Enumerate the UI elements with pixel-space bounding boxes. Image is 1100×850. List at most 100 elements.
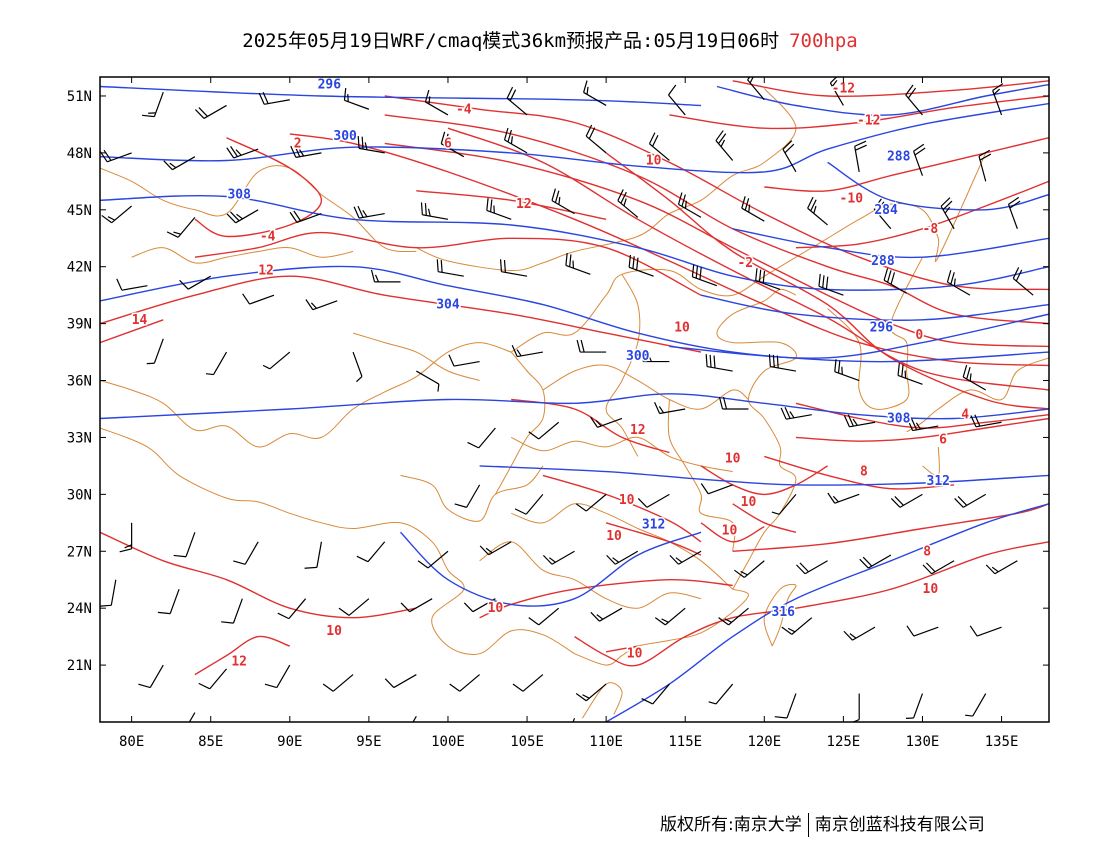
geopotential-contour-label: 312 bbox=[642, 518, 665, 533]
temperature-contour-24 bbox=[764, 455, 955, 490]
border-line-9 bbox=[479, 541, 702, 609]
temperature-contour-label: 6 bbox=[939, 432, 947, 447]
temperature-contour-label: 0 bbox=[915, 328, 923, 343]
wind-barb bbox=[718, 607, 749, 626]
temperature-contour-22 bbox=[574, 541, 1049, 667]
geopotential-contour-11 bbox=[700, 294, 1049, 321]
wind-barb bbox=[264, 664, 291, 689]
plot-frame bbox=[99, 76, 1050, 723]
wind-barb bbox=[514, 493, 544, 515]
wind-barb bbox=[400, 598, 433, 613]
contour-labels: -12-12-10-8-4-202 6101212-410141210101010… bbox=[130, 77, 971, 671]
temperature-contour-label: 10 bbox=[488, 601, 504, 616]
lat-tick-label: 21N bbox=[67, 658, 92, 674]
map-title: 2025年05月19日WRF/cmaq模式36km预报产品:05月19日06时 7… bbox=[0, 26, 1100, 53]
lat-tick-label: 42N bbox=[67, 260, 92, 276]
wind-barb bbox=[807, 196, 828, 226]
geopotential-contour-1 bbox=[100, 102, 1049, 174]
border-line-21 bbox=[667, 399, 736, 552]
temperature-contour-label: 8 bbox=[860, 465, 868, 480]
temperature-contour-5 bbox=[384, 114, 1049, 325]
geopotential-contour-label: 316 bbox=[772, 605, 796, 620]
wind-barb bbox=[262, 351, 291, 370]
temperature-contour-label: 6 bbox=[444, 136, 452, 151]
wind-barb bbox=[384, 674, 417, 689]
wind-barbs bbox=[100, 77, 1034, 722]
wind-barb bbox=[583, 80, 607, 106]
wind-barb bbox=[641, 683, 670, 705]
lon-tick-label: 80E bbox=[119, 734, 144, 750]
temperature-contour-label: -12 bbox=[832, 81, 855, 96]
wind-barb bbox=[843, 626, 876, 641]
border-line-8 bbox=[511, 503, 734, 590]
border-line-16 bbox=[581, 682, 623, 719]
temperature-contour-16 bbox=[542, 474, 702, 543]
temperature-contour-11 bbox=[416, 190, 607, 220]
temperature-contour-label: 10 bbox=[674, 320, 690, 335]
wind-barb bbox=[304, 541, 323, 569]
borders-layer bbox=[100, 88, 1049, 719]
temperature-contour-15 bbox=[511, 398, 670, 454]
temperature-contour-label: 12 bbox=[516, 197, 532, 212]
wind-barb bbox=[416, 370, 440, 392]
temperature-contour-4 bbox=[384, 95, 1049, 291]
temperature-contour-label: 14 bbox=[132, 313, 148, 328]
wind-barb bbox=[715, 130, 734, 161]
wind-barb bbox=[138, 664, 164, 689]
wind-barb bbox=[768, 354, 797, 372]
temperature-contour-2 bbox=[764, 137, 1049, 192]
geopotential-contour-label: 288 bbox=[887, 150, 911, 165]
temperature-contour-25 bbox=[795, 402, 1049, 429]
wind-barb bbox=[962, 364, 987, 391]
temperature-contour-label: 2 bbox=[294, 136, 302, 151]
geopotential-contour-4 bbox=[100, 393, 1049, 420]
temperature-contour-18 bbox=[700, 465, 828, 496]
wind-barb bbox=[506, 86, 528, 116]
temperature-contour-label: 10 bbox=[741, 495, 757, 510]
wind-barb bbox=[100, 149, 132, 163]
wind-barb bbox=[827, 492, 860, 504]
wind-barb bbox=[322, 674, 354, 692]
wind-barb bbox=[503, 127, 528, 154]
border-line-10 bbox=[716, 288, 797, 590]
wind-barb bbox=[370, 269, 401, 283]
temperature-contour-10 bbox=[194, 231, 702, 296]
border-line-15 bbox=[763, 583, 797, 647]
temperature-contour-20 bbox=[700, 522, 765, 543]
wind-barb bbox=[357, 135, 385, 154]
wind-barb bbox=[157, 589, 180, 615]
wind-barb bbox=[796, 560, 828, 575]
geopotential-contour-10 bbox=[732, 228, 1049, 259]
wind-barb bbox=[677, 192, 702, 218]
wind-barb bbox=[1012, 267, 1034, 296]
border-line-7 bbox=[510, 436, 733, 473]
copyright-owner: 版权所有:南京大学 bbox=[660, 815, 802, 835]
lon-tick-label: 130E bbox=[906, 734, 940, 750]
geopotential-contour-label: 312 bbox=[927, 474, 950, 489]
wind-barb bbox=[116, 278, 148, 291]
wind-barb bbox=[969, 625, 1002, 637]
wind-barb bbox=[542, 550, 575, 565]
wind-barb bbox=[100, 579, 117, 607]
border-line-6 bbox=[542, 364, 749, 410]
wind-barb bbox=[654, 401, 686, 415]
temperature-contour-3 bbox=[795, 180, 1049, 249]
wind-barb bbox=[970, 414, 1002, 428]
wind-barb bbox=[637, 493, 670, 508]
copyright: 版权所有:南京大学 南京创蓝科技有限公司 bbox=[660, 810, 985, 837]
temperature-contour-label: -4 bbox=[260, 229, 276, 244]
temperature-contour-26 bbox=[795, 417, 1049, 442]
temperature-contour-label: 10 bbox=[923, 582, 939, 597]
wind-barb bbox=[940, 197, 955, 230]
wind-barb bbox=[412, 716, 417, 722]
wind-barb bbox=[576, 339, 607, 353]
temperature-contour-label: 10 bbox=[619, 493, 635, 508]
wind-barb bbox=[142, 91, 164, 118]
geopotential-contour-label: 304 bbox=[436, 298, 460, 313]
wind-barb bbox=[905, 84, 923, 116]
wind-barb bbox=[992, 83, 1004, 116]
wind-barb bbox=[163, 156, 196, 171]
border-line-18 bbox=[400, 465, 544, 522]
border-line-11 bbox=[574, 588, 750, 666]
wind-barb bbox=[417, 550, 449, 569]
